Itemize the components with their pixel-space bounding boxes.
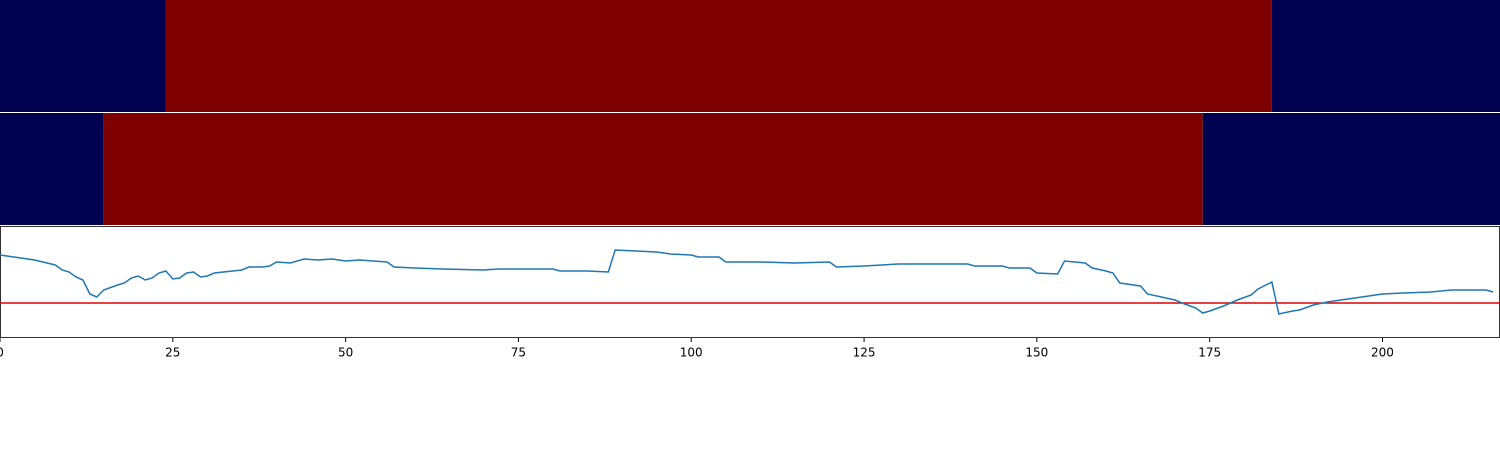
strip-segment <box>103 113 1203 225</box>
x-tick-label: 25 <box>165 346 180 360</box>
line-series <box>0 249 1494 315</box>
strip-segment <box>1271 0 1500 112</box>
strip-segment <box>0 113 104 225</box>
x-tick-label: 175 <box>1198 346 1221 360</box>
x-tick-label: 50 <box>338 346 353 360</box>
x-tick-label: 75 <box>511 346 526 360</box>
x-tick-label: 200 <box>1371 346 1394 360</box>
x-tick-label: 125 <box>853 346 876 360</box>
x-tick-label: 0 <box>0 346 4 360</box>
x-tick-label: 150 <box>1025 346 1048 360</box>
strip-segment <box>0 0 166 112</box>
strip-segment <box>1202 113 1500 225</box>
x-tick-label: 100 <box>680 346 703 360</box>
strip-segment <box>165 0 1272 112</box>
plot-frame <box>0 226 1500 338</box>
